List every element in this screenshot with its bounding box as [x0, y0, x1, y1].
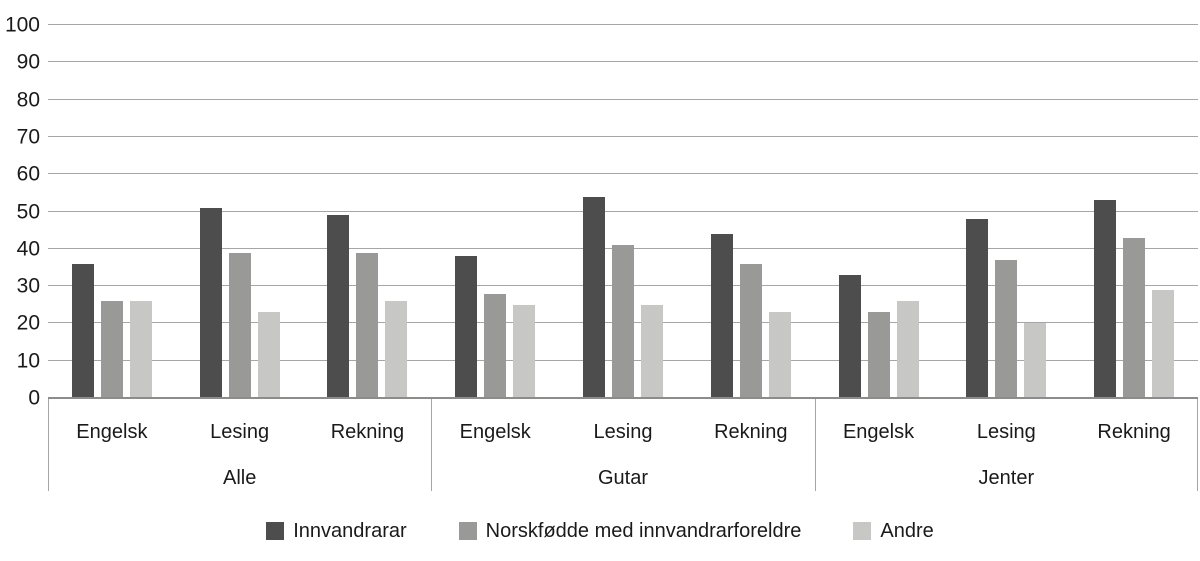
bar	[896, 301, 919, 398]
bar-cluster	[815, 25, 943, 398]
legend-item: Andre	[853, 519, 934, 543]
bar	[100, 301, 123, 398]
y-tick-label: 80	[16, 88, 40, 112]
gridline	[48, 61, 1198, 63]
category-label: Engelsk	[459, 421, 531, 443]
y-tick-label: 40	[16, 237, 40, 261]
bar	[995, 260, 1018, 398]
bar	[710, 233, 733, 398]
bar	[327, 215, 350, 398]
x-axis-baseline-line	[48, 397, 1198, 399]
gridline	[48, 24, 1198, 25]
group-divider	[431, 398, 432, 491]
legend-swatch	[266, 522, 285, 540]
y-tick-label: 30	[16, 274, 40, 298]
bar-cluster	[304, 25, 432, 398]
y-tick-label: 90	[16, 50, 40, 74]
legend-item: Norskfødde med innvandrarforeldre	[458, 519, 802, 543]
bar	[455, 256, 478, 398]
category-label: Rekning	[714, 421, 788, 443]
bar	[356, 252, 379, 398]
bar-cluster	[687, 25, 815, 398]
legend-label: Norskfødde med innvandrarforeldre	[485, 520, 802, 542]
y-tick-label: 50	[16, 200, 40, 223]
bar	[739, 263, 762, 398]
bar-cluster	[176, 25, 304, 398]
gridline	[48, 98, 1198, 100]
y-tick-label: 0	[28, 386, 40, 410]
group-divider	[815, 398, 816, 491]
legend-item: Innvandrarar	[266, 519, 407, 543]
bar	[867, 312, 890, 398]
bar	[1123, 237, 1146, 398]
bar	[484, 293, 507, 398]
y-tick-label: 20	[16, 311, 40, 335]
legend: Innvandrarar Norskfødde med innvandrarfor…	[0, 519, 1200, 543]
category-label: Lesing	[210, 421, 270, 443]
bar	[768, 312, 791, 398]
bar	[838, 274, 861, 398]
legend-label: Innvandrarar	[293, 520, 407, 542]
group-divider	[48, 398, 49, 491]
bar	[228, 252, 251, 398]
group-label: Gutar	[597, 467, 648, 489]
category-label: Engelsk	[842, 421, 915, 443]
bar	[1152, 289, 1175, 398]
legend-swatch	[458, 522, 477, 540]
legend-label: Andre	[880, 520, 934, 542]
category-label: Lesing	[976, 421, 1036, 443]
bar	[71, 263, 94, 398]
bar	[1094, 200, 1117, 398]
bar	[1024, 323, 1047, 398]
legend-swatch	[853, 522, 872, 540]
bar-cluster	[559, 25, 687, 398]
y-tick-label: 60	[16, 162, 40, 186]
gridline	[48, 173, 1198, 175]
category-label: Rekning	[330, 421, 405, 443]
bar-cluster	[48, 25, 176, 398]
bar	[582, 196, 605, 398]
bar	[611, 245, 634, 398]
plot-area	[48, 24, 1198, 398]
group-label: Jenter	[978, 467, 1035, 489]
bar	[513, 304, 536, 398]
group-label: Alle	[222, 467, 257, 489]
bar	[966, 218, 989, 398]
gridline	[48, 210, 1198, 212]
gridline	[48, 135, 1198, 137]
y-tick-label: 100	[4, 13, 40, 37]
bar	[129, 301, 152, 398]
bar	[640, 304, 663, 398]
category-label: Engelsk	[76, 421, 148, 443]
category-label: Rekning	[1097, 421, 1171, 443]
bar-cluster	[1070, 25, 1198, 398]
y-tick-label: 70	[16, 125, 40, 149]
bar	[199, 207, 222, 398]
y-tick-label: 10	[16, 349, 40, 373]
bar	[257, 312, 280, 398]
bar-cluster	[431, 25, 559, 398]
category-label: Lesing	[593, 421, 653, 443]
group-divider	[1197, 398, 1198, 491]
bar	[385, 301, 408, 398]
bar-cluster	[942, 25, 1070, 398]
